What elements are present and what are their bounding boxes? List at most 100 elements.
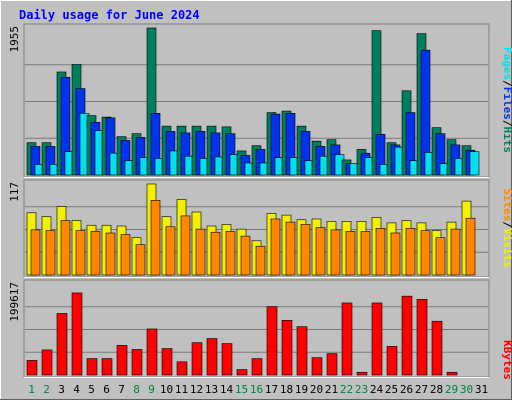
bar-sites-day-17 <box>270 218 281 276</box>
bar-sites-day-30 <box>465 217 476 276</box>
bar-sites-day-10 <box>165 226 176 276</box>
legend-entry-kbytes: KBytes <box>501 340 512 380</box>
x-tick-label-day-7: 7 <box>118 383 125 396</box>
bar-kbytes-day-23 <box>356 371 368 376</box>
legend-visits-sites: Sites/Visits <box>501 188 512 268</box>
x-tick-label-day-17: 17 <box>265 383 278 396</box>
x-tick-label-day-26: 26 <box>400 383 413 396</box>
bar-kbytes-day-19 <box>296 326 308 376</box>
bar-kbytes-day-17 <box>266 306 278 376</box>
legend-kbytes: KBytes <box>501 340 512 380</box>
bar-kbytes-day-8 <box>131 349 143 376</box>
panel-max-label: 1955 <box>8 26 21 53</box>
legend-hits-files-pages: Pages/Files/Hits <box>501 47 512 153</box>
legend-entry-separator: / <box>501 221 512 228</box>
x-axis-day-labels: 1 2 3 4 5 6 7 8 9 10 11 12 13 14 15 16 17 18 19 20 21 22 23 24 2… <box>28 383 488 396</box>
panel-max-label: 199617 <box>8 282 21 322</box>
bar-sites-day-18 <box>285 221 296 276</box>
legend-entry-separator: / <box>501 120 512 127</box>
bar-sites-day-21 <box>330 229 341 276</box>
bar-kbytes-day-22 <box>341 302 353 376</box>
bar-sites-day-3 <box>60 220 71 276</box>
bar-kbytes-day-1 <box>26 360 38 376</box>
bar-kbytes-day-18 <box>281 319 293 376</box>
x-tick-label-day-12: 12 <box>190 383 203 396</box>
bar-sites-day-13 <box>210 231 221 276</box>
bar-sites-day-24 <box>375 228 386 276</box>
x-tick-label-day-25: 25 <box>385 383 398 396</box>
bar-kbytes-day-16 <box>251 358 263 376</box>
legend-entry-visits: Visits <box>501 228 512 268</box>
x-tick-label-day-13: 13 <box>205 383 218 396</box>
bar-sites-day-8 <box>135 244 146 276</box>
bar-kbytes-day-25 <box>386 345 398 376</box>
bar-sites-day-12 <box>195 228 206 276</box>
x-tick-label-day-8: 8 <box>133 383 140 396</box>
legend-entry-files: Files <box>501 87 512 120</box>
bar-kbytes-day-29 <box>446 371 458 376</box>
bar-sites-day-1 <box>30 229 41 276</box>
x-tick-label-day-11: 11 <box>175 383 188 396</box>
bar-kbytes-day-9 <box>146 328 158 376</box>
bar-sites-day-26 <box>405 228 416 276</box>
x-tick-label-day-29: 29 <box>445 383 458 396</box>
bar-kbytes-day-20 <box>311 357 323 376</box>
bar-sites-day-23 <box>360 231 371 276</box>
x-tick-label-day-4: 4 <box>73 383 80 396</box>
bar-kbytes-day-14 <box>221 343 233 376</box>
x-tick-label-day-24: 24 <box>370 383 384 396</box>
x-tick-label-day-14: 14 <box>220 383 234 396</box>
bar-kbytes-day-4 <box>71 292 83 376</box>
chart-panels: 1955 117 199617 <box>8 23 490 378</box>
x-tick-label-day-5: 5 <box>88 383 95 396</box>
x-tick-label-day-28: 28 <box>430 383 443 396</box>
x-tick-label-day-22: 22 <box>340 383 353 396</box>
bar-sites-day-29 <box>450 228 461 276</box>
legend-entry-pages: Pages <box>501 47 512 80</box>
panel-kbytes: 199617 <box>8 279 490 378</box>
x-tick-label-day-15: 15 <box>235 383 248 396</box>
bar-sites-day-20 <box>315 227 326 276</box>
bar-kbytes-day-3 <box>56 313 68 376</box>
x-tick-label-day-31: 31 <box>475 383 488 396</box>
x-tick-label-day-10: 10 <box>160 383 173 396</box>
bar-sites-day-14 <box>225 231 236 276</box>
x-tick-label-day-1: 1 <box>28 383 35 396</box>
bar-sites-day-22 <box>345 231 356 276</box>
bar-kbytes-day-26 <box>401 295 413 376</box>
x-tick-label-day-3: 3 <box>58 383 65 396</box>
bar-kbytes-day-7 <box>116 345 128 376</box>
bar-sites-day-9 <box>150 200 161 276</box>
bar-kbytes-day-27 <box>416 299 428 376</box>
bar-sites-day-7 <box>120 234 131 276</box>
bar-kbytes-day-6 <box>101 358 113 376</box>
bar-sites-day-28 <box>435 237 446 276</box>
bar-kbytes-day-28 <box>431 320 443 376</box>
bar-sites-day-16 <box>255 245 266 276</box>
x-tick-label-day-2: 2 <box>43 383 50 396</box>
bar-pages-day-30 <box>469 151 480 176</box>
legend-entry-hits: Hits <box>501 127 512 154</box>
x-tick-label-day-23: 23 <box>355 383 368 396</box>
chart-title: Daily usage for June 2024 <box>19 8 200 22</box>
bar-sites-day-2 <box>45 230 56 276</box>
x-tick-label-day-27: 27 <box>415 383 428 396</box>
bar-sites-day-15 <box>240 235 251 276</box>
legend-entry-sites: Sites <box>501 188 512 221</box>
panel-visits-sites: 117 <box>8 179 490 278</box>
x-tick-label-day-20: 20 <box>310 383 323 396</box>
x-tick-label-day-9: 9 <box>148 383 155 396</box>
legend-entry-separator: / <box>501 80 512 87</box>
bar-sites-day-5 <box>90 231 101 276</box>
x-tick-label-day-19: 19 <box>295 383 308 396</box>
x-tick-label-day-30: 30 <box>460 383 473 396</box>
panel-hits-files-pages: 1955 <box>8 23 490 178</box>
bar-sites-day-11 <box>180 215 191 276</box>
x-tick-label-day-6: 6 <box>103 383 110 396</box>
bar-sites-day-25 <box>390 232 401 276</box>
x-tick-label-day-21: 21 <box>325 383 338 396</box>
bar-kbytes-day-2 <box>41 349 53 376</box>
panel-max-label: 117 <box>8 182 21 202</box>
